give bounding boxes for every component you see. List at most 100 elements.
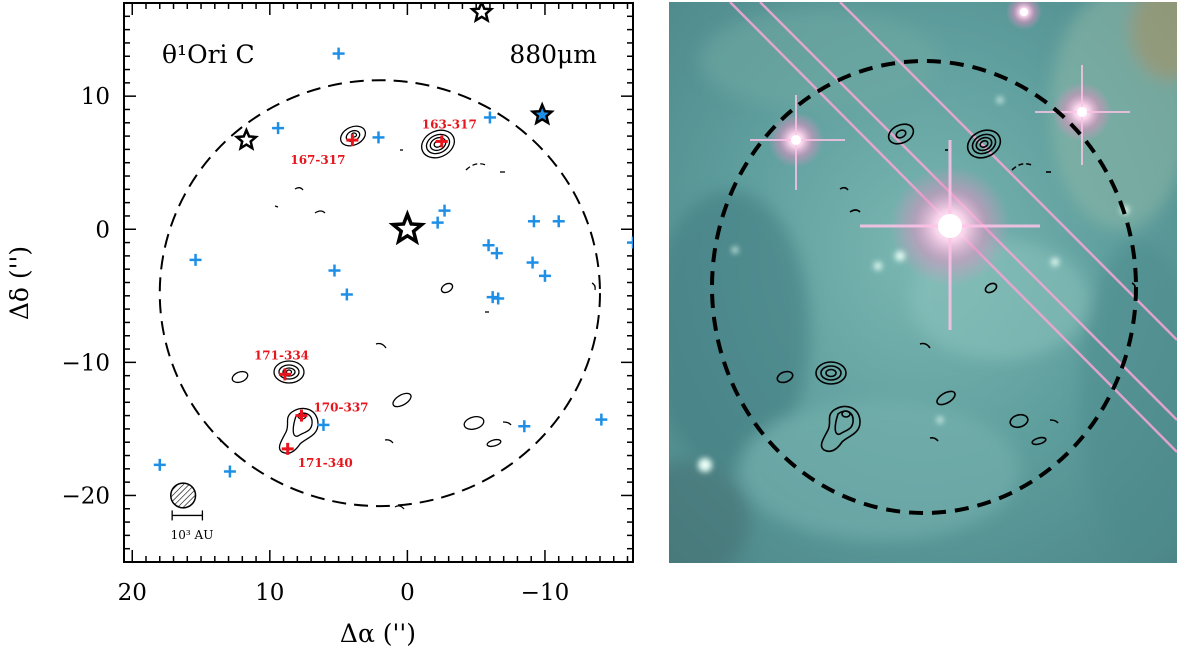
blue-cross-marker xyxy=(482,239,495,252)
contour xyxy=(314,210,326,214)
blue-cross-marker xyxy=(492,292,505,305)
contour xyxy=(440,282,454,294)
blue-cross-marker xyxy=(483,111,496,124)
y-tick-label: −20 xyxy=(61,483,110,509)
plot-frame xyxy=(123,2,634,563)
star-marker xyxy=(388,209,427,246)
blue-cross-marker xyxy=(328,264,341,277)
contour xyxy=(1049,419,1059,424)
contour xyxy=(394,505,405,510)
contour xyxy=(849,209,861,213)
secondary-star xyxy=(750,95,845,190)
star-marker xyxy=(469,3,495,24)
red-source-marker xyxy=(281,442,294,455)
secondary-star xyxy=(1035,65,1130,165)
x-tick-label: 20 xyxy=(118,580,147,606)
contour xyxy=(392,392,412,408)
contour xyxy=(971,133,997,155)
blue-cross-marker xyxy=(431,216,444,229)
source-name-label: 167-317 xyxy=(290,153,345,167)
x-tick-label: 10 xyxy=(255,580,284,606)
field-label: θ¹Ori C xyxy=(162,40,255,69)
blue-cross-marker xyxy=(595,413,608,426)
contour xyxy=(273,360,305,384)
beam-ellipse xyxy=(170,482,197,509)
y-axis-title: Δδ ('') xyxy=(5,246,34,320)
axis-tick-labels: 20 10 0 −10 10 0 −10 −20 xyxy=(61,84,569,606)
contour xyxy=(839,186,849,191)
contour xyxy=(384,439,394,444)
contour xyxy=(776,370,794,384)
wavelength-label: 880μm xyxy=(509,40,597,69)
contour xyxy=(841,410,851,418)
contour xyxy=(463,416,485,430)
contour xyxy=(820,405,861,453)
contour xyxy=(1131,282,1136,291)
contour xyxy=(425,133,451,155)
red-source-marker xyxy=(295,409,308,422)
contour xyxy=(420,129,456,159)
star-marker xyxy=(529,101,555,126)
bright-star xyxy=(860,140,1040,330)
blue-cross-marker xyxy=(153,458,166,471)
contour xyxy=(278,407,319,454)
primary-beam-circle xyxy=(158,79,601,508)
contour xyxy=(339,125,367,147)
contour xyxy=(936,390,956,406)
red-source-marker xyxy=(278,368,291,381)
optical-image-panel xyxy=(669,2,1177,563)
contour xyxy=(975,136,993,152)
blue-cross-marker xyxy=(518,420,531,433)
contour xyxy=(929,437,939,442)
blue-cross-marker xyxy=(526,256,539,269)
star-marker xyxy=(233,126,259,151)
contour xyxy=(966,129,1002,159)
blue-cross-marker xyxy=(332,47,345,60)
contour xyxy=(820,365,842,381)
faint-stars xyxy=(698,97,1129,472)
blue-cross-marker xyxy=(552,215,565,228)
contour xyxy=(486,438,502,448)
red-source-marker xyxy=(346,134,359,147)
contour xyxy=(1031,436,1047,446)
contour xyxy=(231,370,249,384)
source-name-label: 171-334 xyxy=(254,348,309,362)
contour xyxy=(375,342,387,349)
contour xyxy=(1009,413,1029,429)
contour xyxy=(815,361,847,385)
contour xyxy=(294,187,304,191)
star-markers xyxy=(233,3,555,246)
y-tick-label: 0 xyxy=(95,217,110,243)
blue-cross-marker xyxy=(372,131,385,144)
blue-cross-marker xyxy=(272,122,285,135)
contour xyxy=(919,342,931,349)
contour xyxy=(895,129,907,139)
red-source-marker xyxy=(435,135,448,148)
continuum-contours xyxy=(216,125,596,510)
red-source-markers: 167-317 163-317 171-334 170-337 171-340 xyxy=(254,117,477,469)
blue-cross-marker xyxy=(527,215,540,228)
contour xyxy=(274,205,279,208)
contour xyxy=(465,163,489,171)
contour xyxy=(216,436,222,443)
contour xyxy=(292,412,313,437)
contour xyxy=(278,364,300,380)
blue-cross-marker xyxy=(490,247,503,260)
primary-beam-circle xyxy=(710,59,1138,515)
source-name-label: 171-340 xyxy=(298,456,353,470)
source-name-label: 170-337 xyxy=(313,401,368,415)
contour-map-panel: 20 10 0 −10 10 0 −10 −20 xyxy=(5,2,634,648)
continuum-contours xyxy=(776,123,1136,453)
x-tick-label: −10 xyxy=(521,580,570,606)
scale-bar-label: 10³ AU xyxy=(171,528,214,542)
x-tick-label: 0 xyxy=(400,580,415,606)
scale-bar xyxy=(171,510,204,521)
contour xyxy=(887,123,915,145)
contour xyxy=(282,367,296,377)
y-tick-label: 10 xyxy=(81,84,110,110)
contour xyxy=(1011,162,1035,171)
blue-cross-marker xyxy=(223,465,236,478)
blue-source-markers xyxy=(153,47,633,478)
contour xyxy=(979,139,989,149)
